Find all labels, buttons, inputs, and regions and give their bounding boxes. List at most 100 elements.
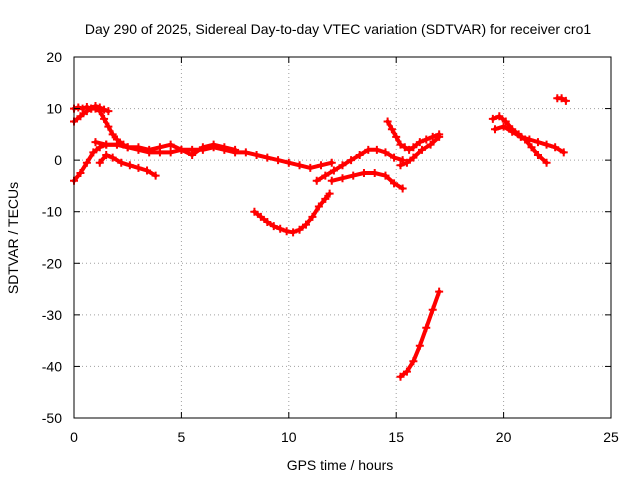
data-point [387,125,396,134]
data-point [123,143,132,152]
data-point [312,176,321,185]
data-point [415,341,424,350]
data-point [527,143,536,152]
data-point [516,132,525,141]
data-point [383,117,392,126]
data-point [82,158,91,167]
data-point [381,171,390,180]
data-point [317,161,326,170]
data-point [76,169,85,178]
data-point [188,150,197,159]
data-point [301,220,310,229]
data-point [372,145,381,154]
axis-ticks [73,56,612,419]
data-series [383,117,444,154]
y-tick-label: -30 [42,307,62,323]
data-series [95,150,160,180]
data-point [256,212,265,221]
data-point [327,158,336,167]
data-point [108,130,117,139]
data-point [108,153,117,162]
y-tick-label: 0 [54,152,62,168]
data-point [355,150,364,159]
data-point [359,169,368,178]
data-point [321,194,330,203]
y-tick-label: 20 [46,49,62,65]
data-point [347,156,356,165]
data-point [74,103,83,112]
data-point [402,367,411,376]
data-point [508,127,517,136]
data-point [91,101,100,110]
data-point [89,148,98,157]
data-series [327,169,407,193]
data-point [409,357,418,366]
data-point [499,122,508,131]
data-point [398,184,407,193]
data-point [415,138,424,147]
data-point [422,323,431,332]
data-series [312,145,407,185]
data-point [405,145,414,154]
data-point [409,143,418,152]
data-point [274,156,283,165]
data-point [87,104,96,113]
data-point [422,135,431,144]
data-point [542,140,551,149]
data-point [435,132,444,141]
chart-title: Day 290 of 2025, Sidereal Day-to-day VTE… [85,21,591,37]
data-point [525,135,534,144]
data-series [250,189,334,237]
data-point [542,158,551,167]
data-point [392,132,401,141]
data-point [100,114,109,123]
y-tick-label: -50 [42,410,62,426]
x-tick-label: 15 [388,429,404,445]
data-point [104,122,113,131]
data-point [104,107,113,116]
data-point [396,161,405,170]
data-point [381,148,390,157]
data-point [263,153,272,162]
data-point [295,161,304,170]
data-point [276,224,285,233]
data-point [561,96,570,105]
data-point [112,140,121,149]
data-point [501,117,510,126]
data-point [426,140,435,149]
data-point [321,171,330,180]
data-point [295,225,304,234]
data-point [327,176,336,185]
data-point [364,145,373,154]
data-point [417,145,426,154]
data-point [125,161,134,170]
data-point [396,140,405,149]
data-point [306,163,315,172]
y-tick-label: -40 [42,358,62,374]
y-tick-label: -20 [42,255,62,271]
data-point [551,143,560,152]
data-point [325,189,334,198]
plot-frame [73,56,612,419]
data-point [117,158,126,167]
x-axis-title: GPS time / hours [287,457,394,473]
data-point [390,153,399,162]
data-point [282,227,291,236]
x-tick-label: 20 [496,429,512,445]
data-point [241,148,250,157]
data-point [220,143,229,152]
data-point [166,140,175,149]
data-markers [70,94,570,381]
data-point [76,112,85,121]
data-series [396,287,444,381]
data-point [428,305,437,314]
x-tick-label: 0 [70,429,78,445]
data-point [284,158,293,167]
data-point [100,105,109,114]
gridlines [74,57,611,418]
data-point [557,94,566,103]
data-point [308,212,317,221]
data-point [252,150,261,159]
